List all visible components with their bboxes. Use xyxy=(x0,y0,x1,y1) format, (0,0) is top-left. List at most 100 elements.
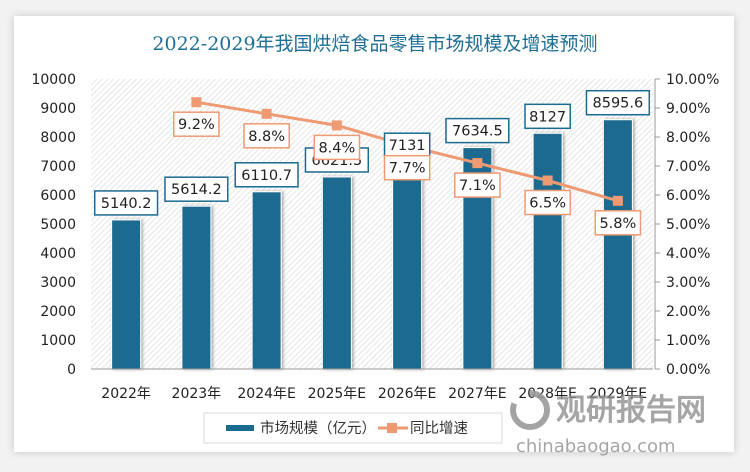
y-right-tick-label: 7.00% xyxy=(666,159,710,175)
y-left-tick-label: 10000 xyxy=(31,72,76,88)
y-left-tick-label: 7000 xyxy=(40,159,76,175)
y-right-tick-label: 0.00% xyxy=(666,362,710,378)
legend-bar-label: 市场规模（亿元） xyxy=(260,420,376,437)
line-marker xyxy=(472,158,483,169)
watermark-logo-icon xyxy=(510,390,550,430)
line-marker xyxy=(191,97,202,108)
growth-value-label-text: 8.4% xyxy=(318,140,355,156)
y-left-tick-label: 2000 xyxy=(40,304,76,320)
bar-value-label-text: 6110.7 xyxy=(241,168,292,184)
y-left-tick-label: 3000 xyxy=(40,275,76,291)
bar xyxy=(251,191,282,370)
x-tick-label: 2023年 xyxy=(172,386,222,402)
bar-value-label-text: 8127 xyxy=(529,109,566,125)
y-left-tick-label: 1000 xyxy=(40,333,76,349)
growth-value-label-text: 6.5% xyxy=(529,196,566,212)
y-left-tick-label: 4000 xyxy=(40,246,76,262)
bar-value-label: 8595.6 xyxy=(585,89,651,116)
y-left-tick-label: 5000 xyxy=(40,217,76,233)
growth-value-label: 8.4% xyxy=(313,134,361,161)
watermark-url: chinabaogao.com xyxy=(516,436,676,457)
bar-value-label: 6110.7 xyxy=(234,162,299,188)
bar xyxy=(181,205,212,370)
growth-value-label-box xyxy=(454,172,501,198)
growth-value-label-box xyxy=(594,210,642,236)
line-marker xyxy=(261,108,272,119)
watermark-brand: 观研报告网 xyxy=(556,393,706,428)
bar-value-label-text: 7131 xyxy=(389,138,426,154)
bar-value-label-box xyxy=(93,190,159,216)
growth-value-label-box xyxy=(243,123,290,149)
y-right-tick-label: 3.00% xyxy=(666,275,710,291)
chart-title: 2022-2029年我国烘焙食品零售市场规模及增速预测 xyxy=(152,33,597,55)
bar-value-label-text: 5614.2 xyxy=(171,182,222,198)
x-tick-label: 2025年E xyxy=(308,386,366,402)
growth-value-label-box xyxy=(313,134,361,161)
growth-value-label-text: 7.7% xyxy=(389,161,426,177)
x-tick-label: 2024年E xyxy=(237,386,295,402)
bar xyxy=(321,176,352,370)
bar xyxy=(532,132,563,370)
growth-value-label-text: 8.8% xyxy=(248,129,285,145)
bar-value-label-box xyxy=(164,176,229,202)
x-axis: 2022年 2023年 2024年E 2025年E 2026年E 2027年E 2028年E… xyxy=(101,386,647,402)
line-marker xyxy=(612,195,623,206)
y-right-tick-label: 6.00% xyxy=(666,188,710,204)
x-tick-label: 2029年E xyxy=(589,386,647,402)
growth-value-label: 8.8% xyxy=(243,123,290,149)
bar xyxy=(602,119,633,370)
y-right-tick-label: 1.00% xyxy=(666,333,710,349)
y-left-tick-label: 6000 xyxy=(40,188,76,204)
y-left-tick-label: 0 xyxy=(67,362,76,378)
x-tick-label: 2026年E xyxy=(378,386,436,402)
bar-value-label: 5614.2 xyxy=(164,176,229,202)
legend-bar-swatch xyxy=(226,425,254,431)
growth-value-label: 7.7% xyxy=(383,154,431,181)
bar-value-label-text: 5140.2 xyxy=(101,196,152,212)
growth-value-label: 5.8% xyxy=(594,210,642,236)
growth-value-label-text: 9.2% xyxy=(178,117,215,133)
bar-value-label-box xyxy=(524,103,571,130)
line-marker xyxy=(542,175,553,186)
bar-value-label-box xyxy=(585,89,651,116)
y-axis-right: 0.00% 1.00% 2.00% 3.00% 4.00% 5.00% 6.00% 7.00%… xyxy=(654,72,719,378)
growth-value-label: 9.2% xyxy=(173,111,220,137)
bar-value-label-text: 8595.6 xyxy=(593,96,644,112)
growth-value-label: 7.1% xyxy=(454,172,501,198)
legend-line-marker xyxy=(387,423,397,433)
y-right-tick-label: 4.00% xyxy=(666,246,710,262)
y-left-tick-label: 8000 xyxy=(40,130,76,146)
y-right-tick-label: 8.00% xyxy=(666,130,710,146)
y-right-tick-label: 2.00% xyxy=(666,304,710,320)
growth-value-label-text: 5.8% xyxy=(599,216,636,232)
line-marker xyxy=(331,120,342,131)
legend: 市场规模（亿元） 同比增速 xyxy=(203,412,503,444)
bar-value-label: 8127 xyxy=(524,103,571,130)
y-right-tick-label: 10.00% xyxy=(666,72,719,88)
bar-value-label-box xyxy=(234,162,299,188)
bar-value-label-text: 7634.5 xyxy=(452,124,503,140)
bar-value-label: 7634.5 xyxy=(445,117,510,144)
watermark: 观研报告网 chinabaogao.com xyxy=(510,390,706,457)
legend-line-label: 同比增速 xyxy=(410,420,468,437)
y-right-tick-label: 9.00% xyxy=(666,101,710,117)
x-tick-label: 2027年E xyxy=(448,386,506,402)
growth-value-label-box xyxy=(383,154,431,181)
growth-value-label-box xyxy=(524,189,571,216)
y-left-tick-label: 9000 xyxy=(40,101,76,117)
bar-value-label: 7131 xyxy=(383,132,431,158)
y-axis-left: 0 1000 2000 3000 4000 5000 6000 7000 8000 9000 100… xyxy=(31,72,76,378)
growth-value-label-text: 7.1% xyxy=(459,178,496,194)
bar xyxy=(111,219,142,370)
growth-value-label-box xyxy=(173,111,220,137)
data-labels: 5140.25614.26110.76621.571317634.5812785… xyxy=(93,89,651,236)
bar xyxy=(392,161,423,370)
bar-value-label: 5140.2 xyxy=(93,190,159,216)
y-right-tick-label: 5.00% xyxy=(666,217,710,233)
bar-value-label-box xyxy=(445,117,510,144)
x-tick-label: 2028年E xyxy=(518,386,576,402)
bar-value-label-box xyxy=(383,132,431,158)
x-tick-label: 2022年 xyxy=(101,386,151,402)
growth-value-label: 6.5% xyxy=(524,189,571,216)
